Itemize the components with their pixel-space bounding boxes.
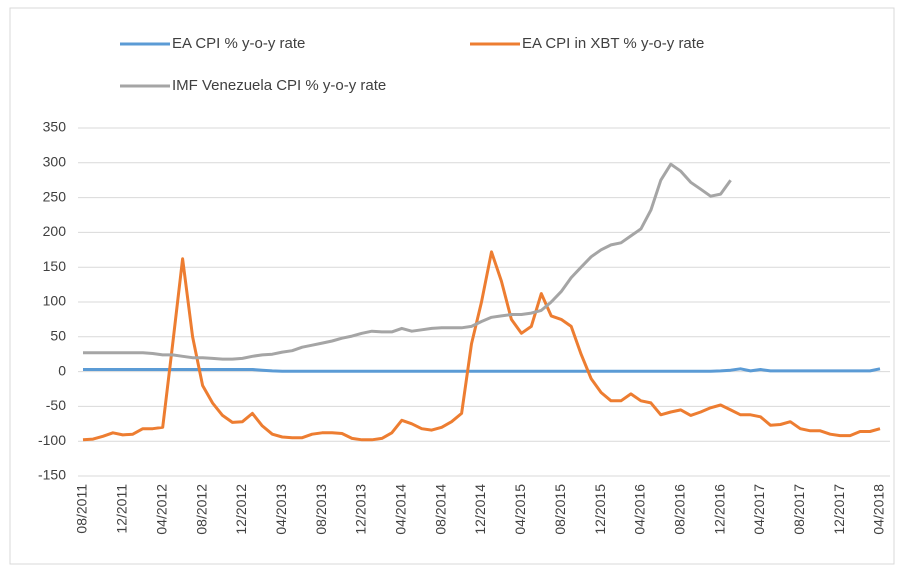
y-tick-label: 350 <box>43 119 67 135</box>
x-tick-label: 08/2013 <box>313 484 329 535</box>
chart-border <box>9 7 895 565</box>
x-tick-label: 12/2016 <box>711 484 727 535</box>
x-tick-label: 08/2017 <box>791 484 807 535</box>
legend-label: EA CPI % y-o-y rate <box>172 35 305 52</box>
x-tick-label: 12/2013 <box>353 484 369 535</box>
y-tick-label: -150 <box>38 467 66 483</box>
x-tick-label: 04/2012 <box>153 484 169 535</box>
x-tick-label: 08/2014 <box>432 484 448 535</box>
y-tick-label: 150 <box>43 258 67 274</box>
x-tick-label: 12/2011 <box>114 484 130 534</box>
x-tick-label: 04/2014 <box>393 484 409 535</box>
x-tick-label: 12/2014 <box>472 484 488 535</box>
y-tick-label: 300 <box>43 154 67 170</box>
y-tick-label: -50 <box>46 397 66 413</box>
y-tick-label: -100 <box>38 432 66 448</box>
series-line <box>83 162 732 361</box>
x-tick-label: 12/2017 <box>831 484 847 535</box>
y-tick-label: 200 <box>43 223 67 239</box>
x-tick-label: 08/2015 <box>552 484 568 535</box>
x-tick-label: 08/2012 <box>193 484 209 535</box>
x-tick-label: 12/2012 <box>233 484 249 535</box>
y-tick-label: 250 <box>43 188 67 204</box>
series-line <box>83 367 881 373</box>
y-tick-label: 0 <box>58 362 66 378</box>
x-tick-label: 12/2015 <box>592 484 608 535</box>
series-line <box>82 250 881 442</box>
y-tick-label: 50 <box>50 328 66 344</box>
legend-label: EA CPI in XBT % y-o-y rate <box>522 35 704 52</box>
x-tick-label: 08/2011 <box>74 484 90 534</box>
legend-label: IMF Venezuela CPI % y-o-y rate <box>172 77 386 94</box>
x-tick-label: 04/2017 <box>751 484 767 535</box>
x-tick-label: 04/2018 <box>871 484 887 535</box>
y-tick-label: 100 <box>43 293 67 309</box>
x-tick-label: 04/2015 <box>512 484 528 535</box>
x-tick-label: 04/2013 <box>273 484 289 535</box>
x-tick-label: 08/2016 <box>671 484 687 535</box>
x-tick-label: 04/2016 <box>632 484 648 535</box>
